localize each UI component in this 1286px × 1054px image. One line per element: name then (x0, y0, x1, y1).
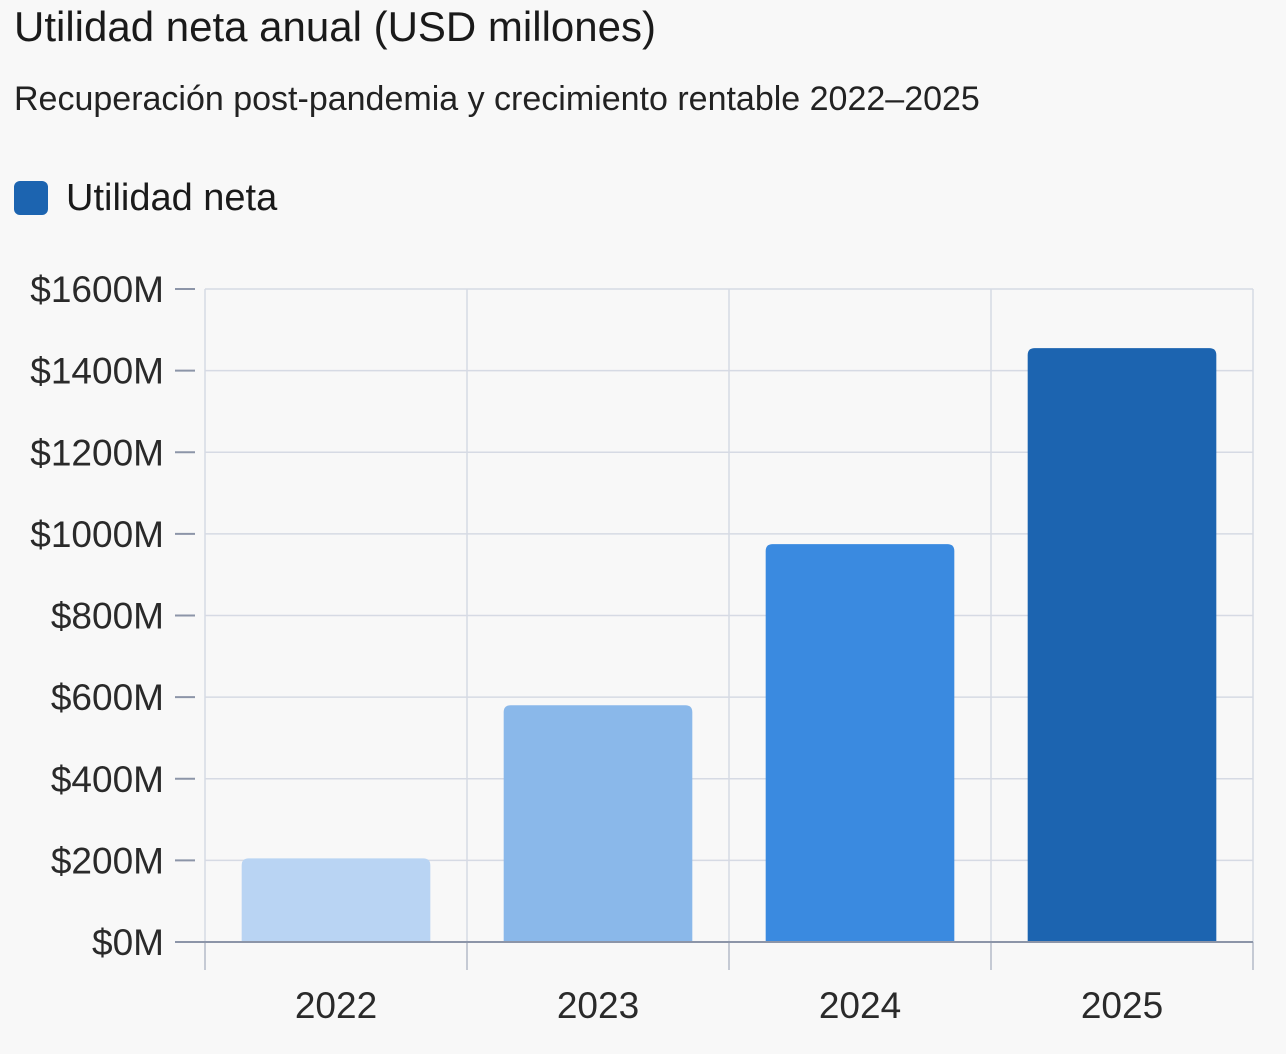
bar-2022 (241, 858, 431, 942)
chart-title: Utilidad neta anual (USD millones) (14, 3, 656, 50)
y-tick-label: $1600M (30, 269, 164, 310)
x-tick-label: 2024 (819, 985, 901, 1026)
bar-2024 (765, 544, 955, 942)
x-tick-label: 2023 (557, 985, 639, 1026)
y-tick-label: $1200M (30, 432, 164, 473)
x-tick-label: 2022 (295, 985, 377, 1026)
x-tick-label: 2025 (1081, 985, 1163, 1026)
y-tick-label: $1000M (30, 514, 164, 555)
bar-2023 (503, 705, 693, 942)
axis-layer: $0M $200M $400M $600M $800M $1000M $1200M $1400… (30, 269, 1254, 1026)
y-tick-label: $0M (92, 922, 164, 963)
y-tick-label: $200M (51, 840, 164, 881)
chart-subtitle: Recuperación post-pandemia y crecimiento… (14, 80, 980, 118)
bars-layer (241, 348, 1217, 943)
y-tick-label: $600M (51, 677, 164, 718)
bar-2025 (1027, 348, 1217, 943)
y-tick-label: $400M (51, 759, 164, 800)
y-tick-label: $1400M (30, 351, 164, 392)
y-tick-label: $800M (51, 596, 164, 637)
legend: Utilidad neta (14, 176, 277, 220)
legend-swatch (14, 181, 48, 215)
legend-label: Utilidad neta (66, 177, 278, 219)
